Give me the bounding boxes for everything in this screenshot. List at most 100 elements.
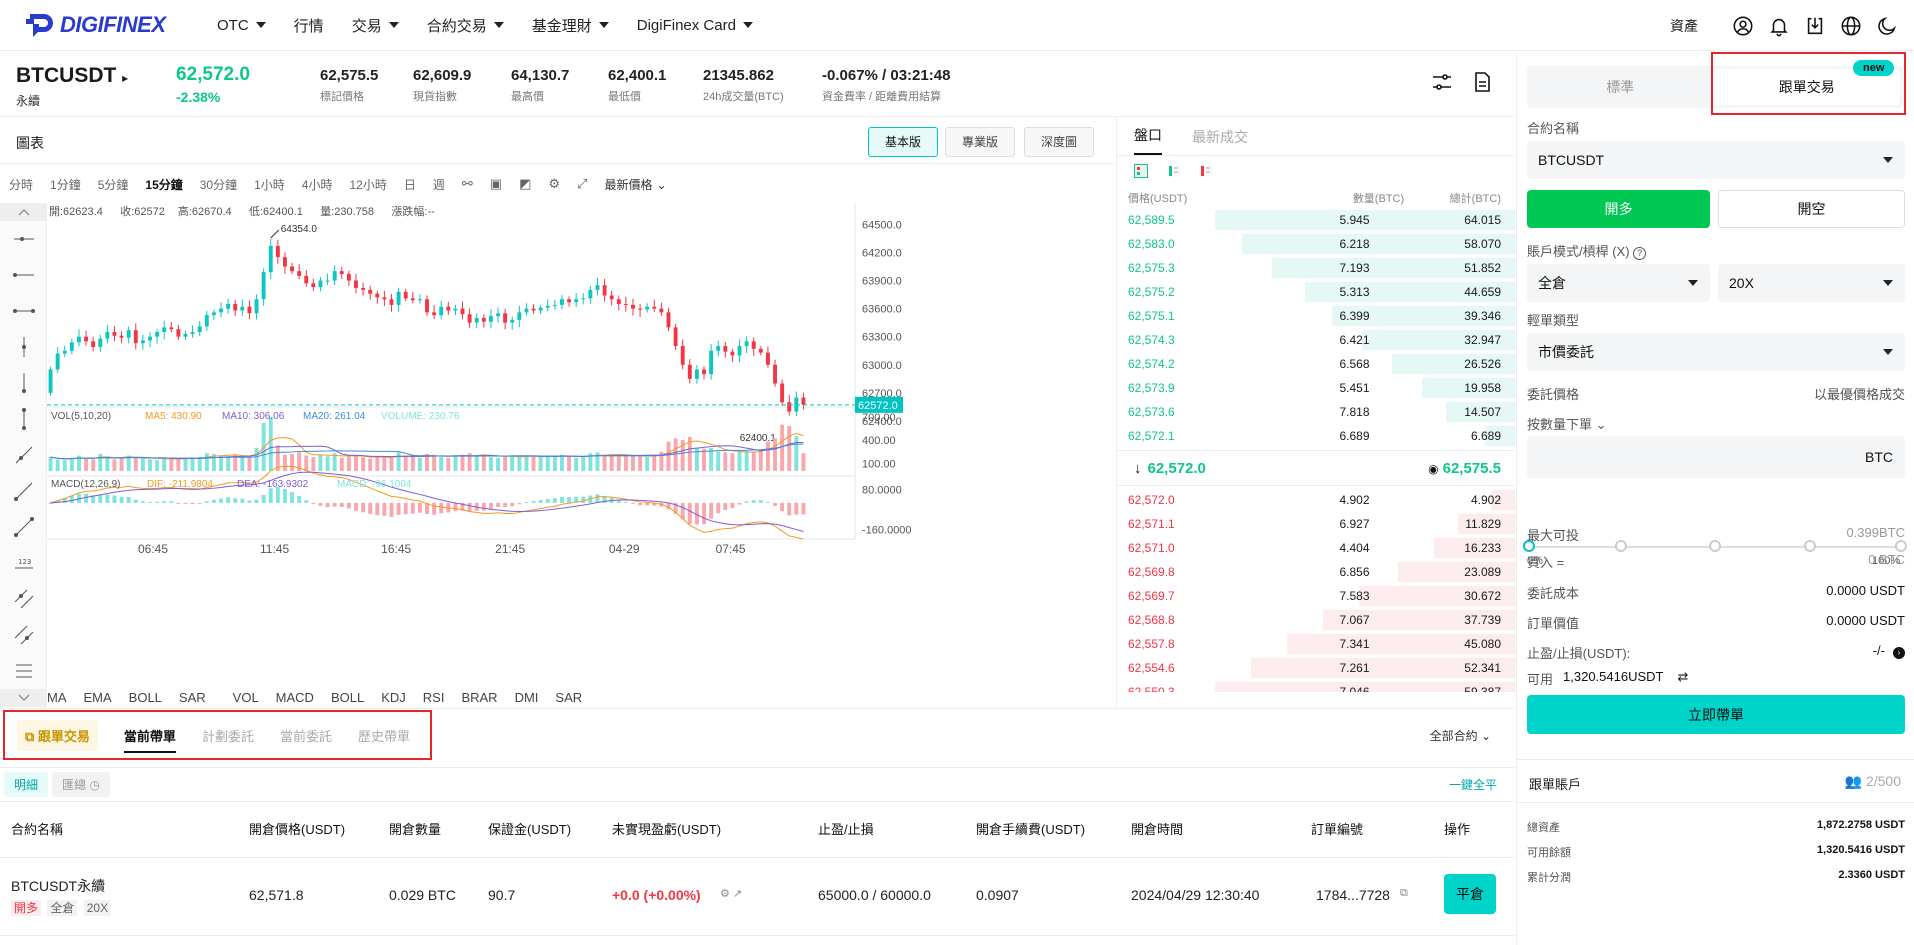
qty-slider[interactable] — [1523, 540, 1907, 552]
indicator-ema[interactable]: EMA — [83, 689, 112, 705]
bids-row[interactable]: 62,557.8 7.341 45.080 — [1117, 632, 1515, 656]
asks-row[interactable]: 62,573.6 7.818 14.507 — [1117, 400, 1515, 424]
globe-icon[interactable] — [1840, 15, 1862, 37]
margin-mode-select[interactable]: 全倉 — [1527, 264, 1710, 302]
qty-mode-toggle[interactable]: 按數量下單 ⌄ — [1527, 417, 1607, 432]
pro-version-button[interactable]: 專業版 — [945, 127, 1016, 157]
slider-mark-100[interactable] — [1895, 540, 1907, 552]
asks-row[interactable]: 62,573.9 5.451 19.958 — [1117, 376, 1515, 400]
bids-row[interactable]: 62,572.0 4.902 4.902 — [1117, 488, 1515, 512]
indicator-rsi[interactable]: RSI — [422, 689, 445, 705]
nav-item-1[interactable]: 行情 — [294, 15, 324, 36]
timeframe-9[interactable]: 週 — [432, 177, 445, 192]
asks-row[interactable]: 62,575.3 7.193 51.852 — [1117, 256, 1515, 280]
bids-row[interactable]: 62,571.0 4.404 16.233 — [1117, 536, 1515, 560]
document-icon[interactable] — [1470, 70, 1494, 97]
timeframe-3[interactable]: 15分鐘 — [145, 177, 183, 192]
user-icon[interactable] — [1732, 15, 1754, 37]
asks-row[interactable]: 62,574.3 6.421 32.947 — [1117, 328, 1515, 352]
open-short-button[interactable]: 開空 — [1718, 190, 1905, 228]
copy-id-icon[interactable]: ⧉ — [1400, 887, 1408, 899]
bids-row[interactable]: 62,569.8 6.856 23.089 — [1117, 560, 1515, 584]
nav-item-4[interactable]: 基金理財 — [532, 15, 609, 36]
indicator-boll[interactable]: BOLL — [128, 689, 162, 705]
candlestick-chart[interactable]: 開:62623.4 收:62572 高:62670.4 低:62400.1 量:230.… — [47, 203, 1115, 708]
qty-input[interactable]: BTC — [1527, 436, 1905, 478]
asks-row[interactable]: 62,583.0 6.218 58.070 — [1117, 232, 1515, 256]
timeframe-8[interactable]: 日 — [403, 177, 416, 192]
symbol-selector[interactable]: BTCUSDT ▸ — [16, 64, 129, 87]
indicator-sar[interactable]: SAR — [555, 689, 583, 705]
nav-item-3[interactable]: 合約交易 — [427, 15, 504, 36]
all-contracts-dropdown[interactable]: 全部合約 ⌄ — [1429, 729, 1491, 743]
timeframe-4[interactable]: 30分鐘 — [199, 177, 238, 192]
indicator-macd[interactable]: MACD — [275, 689, 314, 705]
asks-row[interactable]: 62,575.2 5.313 44.659 — [1117, 280, 1515, 304]
bids-row[interactable]: 62,568.8 7.067 37.739 — [1117, 608, 1515, 632]
open-long-button[interactable]: 開多 — [1527, 190, 1710, 228]
download-icon[interactable] — [1804, 15, 1826, 37]
orderbook-both-icon[interactable] — [1134, 163, 1148, 181]
transfer-icon[interactable]: ⇄ — [1677, 669, 1689, 684]
asks-row[interactable]: 62,572.1 6.689 6.689 — [1117, 424, 1515, 448]
indicator-ma[interactable]: MA — [47, 689, 67, 705]
horizontal-line-icon[interactable] — [0, 257, 47, 293]
slider-mark-25[interactable] — [1615, 540, 1627, 552]
share-pnl-icon[interactable]: ⚙ ↗ — [720, 888, 743, 900]
slider-knob[interactable] — [1523, 540, 1535, 552]
timeframe-5[interactable]: 1小時 — [254, 177, 285, 192]
asks-row[interactable]: 62,589.5 5.945 64.015 — [1117, 208, 1515, 232]
tab-current-lead[interactable]: 當前帶單 — [123, 718, 176, 753]
submit-lead-button[interactable]: 立即帶單 — [1527, 695, 1905, 734]
slider-mark-75[interactable] — [1804, 540, 1816, 552]
logo[interactable]: DIGIFINEX — [26, 11, 186, 39]
dark-mode-icon[interactable] — [1876, 15, 1898, 37]
nav-item-5[interactable]: DigiFinex Card — [637, 17, 753, 34]
close-position-button[interactable]: 平倉 — [1444, 874, 1496, 914]
nav-item-0[interactable]: OTC — [217, 17, 266, 34]
tab-standard[interactable]: 標準 — [1606, 79, 1635, 95]
tab-copy-trading[interactable]: ⧉ 跟單交易 — [17, 719, 98, 751]
orderbook-bids-icon[interactable] — [1166, 164, 1180, 181]
ray-line-icon[interactable] — [0, 437, 47, 473]
timeframe-7[interactable]: 12小時 — [349, 177, 387, 192]
summary-tab[interactable]: 匯總 ◷ — [52, 772, 110, 797]
vertical-ray-icon[interactable] — [0, 329, 47, 365]
horizontal-segment-icon[interactable] — [0, 293, 47, 329]
tab-open-orders[interactable]: 當前委託 — [279, 728, 332, 744]
fibonacci-icon[interactable] — [0, 653, 47, 689]
timeframe-1[interactable]: 1分鐘 — [50, 177, 81, 192]
indicator-settings-icon[interactable]: ⚯ — [461, 176, 473, 191]
bids-row[interactable]: 62,550.3 7.046 59.387 — [1117, 680, 1515, 692]
tab-latest-trades[interactable]: 最新成交 — [1192, 129, 1248, 145]
tab-history-lead[interactable]: 歷史帶單 — [357, 728, 410, 744]
price-channel-icon[interactable] — [0, 617, 47, 653]
leverage-select[interactable]: 20X — [1718, 264, 1905, 302]
order-type-select[interactable]: 市價委託 — [1527, 333, 1905, 371]
parallel-line-icon[interactable] — [0, 581, 47, 617]
depth-chart-button[interactable]: 深度圖 — [1024, 127, 1095, 157]
bids-row[interactable]: 62,571.1 6.927 11.829 — [1117, 512, 1515, 536]
settings-icon[interactable]: ⚙ — [548, 176, 561, 191]
indicator-boll[interactable]: BOLL — [330, 689, 365, 705]
vertical-line-icon[interactable] — [0, 365, 47, 401]
fullscreen-icon[interactable]: ⤢ — [577, 176, 588, 191]
tab-orderbook[interactable]: 盤口 — [1134, 125, 1162, 155]
price-line-icon[interactable]: 123 — [0, 545, 47, 581]
timeframe-2[interactable]: 5分鐘 — [97, 177, 129, 192]
vertical-segment-icon[interactable] — [0, 401, 47, 437]
tpsl-row[interactable]: 止盈/止損(USDT): -/- › — [1527, 643, 1905, 662]
indicator-vol[interactable]: VOL — [232, 689, 259, 705]
indicator-kdj[interactable]: KDJ — [381, 689, 406, 705]
horizontal-ray-icon[interactable] — [0, 221, 47, 257]
contract-select[interactable]: BTCUSDT — [1527, 141, 1905, 179]
nav-item-2[interactable]: 交易 — [352, 15, 399, 36]
help-icon[interactable]: ? — [1633, 247, 1647, 260]
screenshot-icon[interactable]: ◩ — [519, 176, 532, 191]
row-tpsl[interactable]: 65000.0 / 60000.0 — [818, 887, 931, 903]
bids-row[interactable]: 62,569.7 7.583 30.672 — [1117, 584, 1515, 608]
tab-plan-orders[interactable]: 計劃委託 — [201, 728, 254, 744]
asks-row[interactable]: 62,574.2 6.568 26.526 — [1117, 352, 1515, 376]
asks-row[interactable]: 62,575.1 6.399 39.346 — [1117, 304, 1515, 328]
slider-mark-50[interactable] — [1709, 540, 1721, 552]
